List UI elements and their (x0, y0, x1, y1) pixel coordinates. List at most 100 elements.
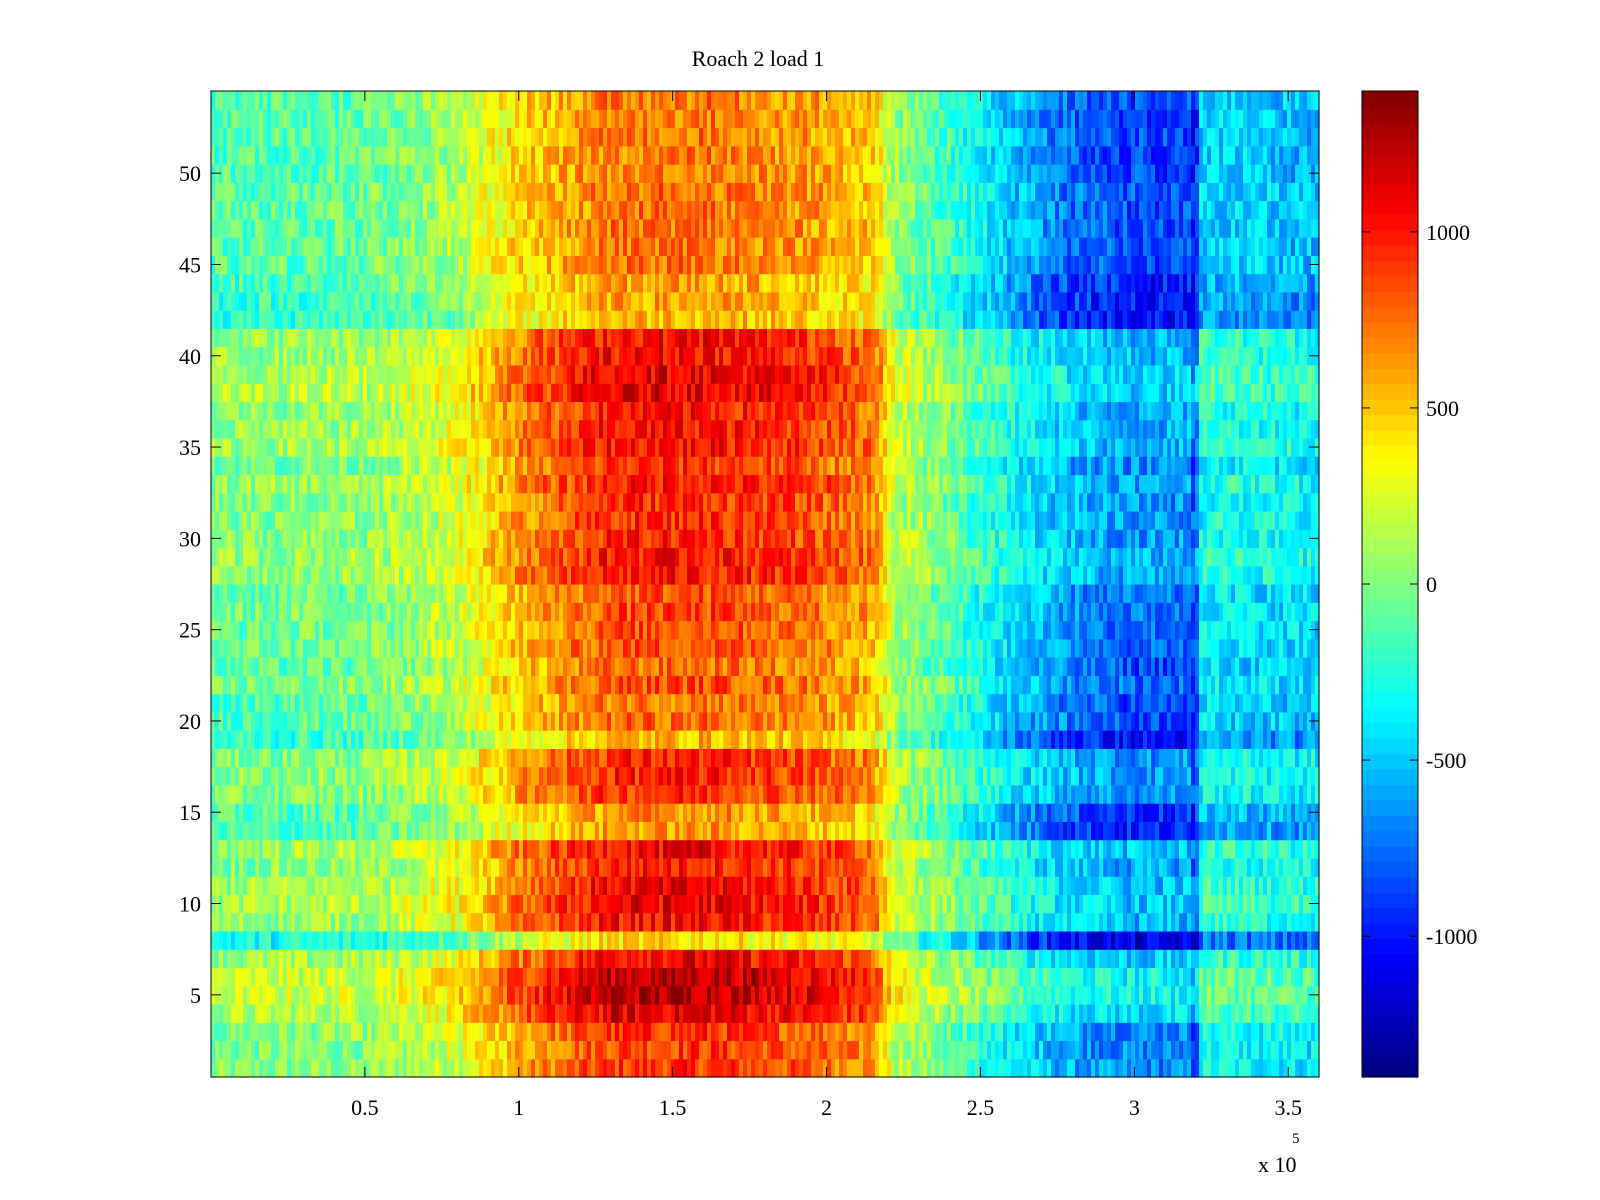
heatmap-cell (623, 858, 628, 877)
heatmap-cell (763, 840, 768, 859)
heatmap-cell (367, 767, 372, 786)
heatmap-cell (379, 1040, 384, 1059)
heatmap-cell (363, 876, 368, 895)
heatmap-cell (635, 967, 640, 986)
heatmap-cell (911, 949, 916, 968)
heatmap-cell (591, 821, 596, 840)
heatmap-cell (1131, 785, 1136, 804)
heatmap-cell (859, 876, 864, 895)
heatmap-cell (1231, 894, 1236, 913)
heatmap-cell (1171, 840, 1176, 859)
heatmap-cell (1051, 1022, 1056, 1041)
heatmap-cell (835, 876, 840, 895)
heatmap-cell (575, 1059, 580, 1078)
heatmap-cell (1171, 894, 1176, 913)
heatmap-cell (979, 1004, 984, 1023)
heatmap-cell (907, 894, 912, 913)
heatmap-cell (471, 821, 476, 840)
heatmap-cell (235, 1022, 240, 1041)
heatmap-cell (391, 821, 396, 840)
heatmap-cell (259, 913, 264, 932)
heatmap-cell (659, 1022, 664, 1041)
heatmap-cell (931, 785, 936, 804)
heatmap-cell (295, 894, 300, 913)
heatmap-cell (559, 1059, 564, 1078)
heatmap-cell (251, 986, 256, 1005)
heatmap-cell (387, 821, 392, 840)
heatmap-cell (455, 785, 460, 804)
heatmap-cell (863, 785, 868, 804)
heatmap-cell (935, 858, 940, 877)
heatmap-cell (615, 913, 620, 932)
heatmap-cell (475, 913, 480, 932)
heatmap-cell (523, 1040, 528, 1059)
heatmap-cell (1063, 1059, 1068, 1078)
heatmap-cell (751, 949, 756, 968)
heatmap-cell (927, 949, 932, 968)
heatmap-cell (1279, 967, 1284, 986)
heatmap-cell (1023, 986, 1028, 1005)
heatmap-cell (639, 1059, 644, 1078)
heatmap-cell (1287, 986, 1292, 1005)
heatmap-cell (595, 876, 600, 895)
heatmap-cell (363, 803, 368, 822)
heatmap-cell (523, 967, 528, 986)
heatmap-cell (1003, 1022, 1008, 1041)
heatmap-cell (1099, 1022, 1104, 1041)
heatmap-cell (283, 1004, 288, 1023)
heatmap-cell (303, 931, 308, 950)
heatmap-cell (251, 803, 256, 822)
heatmap-cell (287, 876, 292, 895)
heatmap-cell (1223, 986, 1228, 1005)
heatmap-cell (351, 767, 356, 786)
heatmap-cell (1107, 986, 1112, 1005)
heatmap-cell (247, 913, 252, 932)
heatmap-cell (1079, 931, 1084, 950)
heatmap-cell (687, 840, 692, 859)
heatmap-cell (1111, 1022, 1116, 1041)
heatmap-cell (567, 913, 572, 932)
heatmap-cell (847, 785, 852, 804)
heatmap-cell (519, 821, 524, 840)
heatmap-cell (947, 840, 952, 859)
heatmap-cell (255, 767, 260, 786)
heatmap-cell (387, 840, 392, 859)
heatmap-cell (839, 1022, 844, 1041)
heatmap-cell (599, 1040, 604, 1059)
heatmap-cell (871, 821, 876, 840)
heatmap-cell (591, 840, 596, 859)
heatmap-cell (455, 767, 460, 786)
heatmap-cell (943, 931, 948, 950)
heatmap-cell (551, 986, 556, 1005)
heatmap-cell (479, 1004, 484, 1023)
heatmap-cell (299, 1059, 304, 1078)
heatmap-cell (643, 949, 648, 968)
heatmap-cell (467, 931, 472, 950)
heatmap-cell (359, 821, 364, 840)
heatmap-cell (299, 858, 304, 877)
heatmap-cell (1135, 1059, 1140, 1078)
heatmap-cell (1267, 1059, 1272, 1078)
heatmap-cell (927, 894, 932, 913)
heatmap-cell (567, 876, 572, 895)
heatmap-cell (443, 785, 448, 804)
heatmap-cell (867, 949, 872, 968)
heatmap-cell (743, 785, 748, 804)
heatmap-cell (435, 949, 440, 968)
heatmap-cell (695, 931, 700, 950)
heatmap-cell (991, 767, 996, 786)
heatmap-cell (635, 767, 640, 786)
heatmap-cell (559, 767, 564, 786)
heatmap-cell (227, 767, 232, 786)
heatmap-cell (999, 821, 1004, 840)
heatmap-cell (243, 803, 248, 822)
heatmap-cell (971, 1059, 976, 1078)
heatmap-cell (951, 876, 956, 895)
heatmap-cell (1035, 840, 1040, 859)
heatmap-cell (1139, 1040, 1144, 1059)
heatmap-cell (551, 858, 556, 877)
heatmap-cell (1043, 767, 1048, 786)
heatmap-cell (1295, 1059, 1300, 1078)
heatmap-cell (275, 986, 280, 1005)
heatmap-cell (799, 967, 804, 986)
